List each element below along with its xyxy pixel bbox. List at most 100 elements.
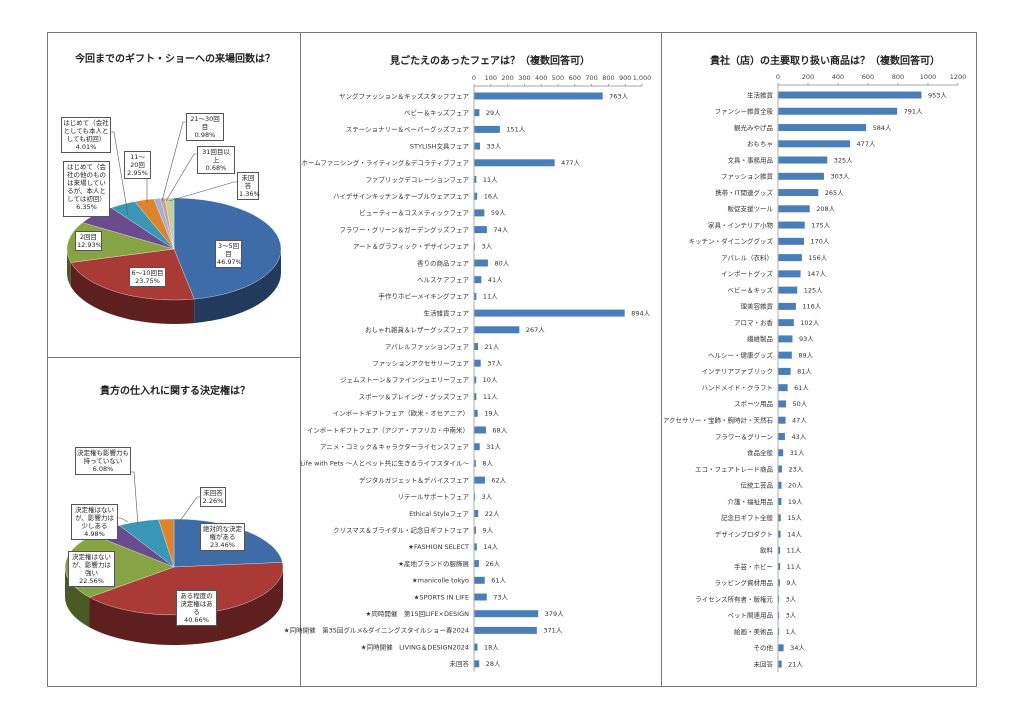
bar xyxy=(474,476,485,484)
bar xyxy=(778,400,786,408)
bar xyxy=(778,644,784,652)
data-label: 147人 xyxy=(807,270,826,278)
pie1-label-21-30: 21～30回目 0.98% xyxy=(186,113,224,141)
data-label: 102人 xyxy=(800,319,819,327)
bar xyxy=(778,498,782,505)
data-label: 170人 xyxy=(811,238,830,246)
data-label: 8人 xyxy=(482,460,493,468)
pie1-label-2: 2回目 12.93% xyxy=(75,231,102,251)
data-label: 80人 xyxy=(494,259,509,267)
category-label: その他 xyxy=(754,643,774,652)
category-label: ヘルスケアフェア xyxy=(417,276,470,284)
data-label: 477人 xyxy=(561,159,580,167)
x-tick-label: 1200 xyxy=(950,73,967,81)
pie1-title: 今回までのギフト・ショーへの来場回数は？ xyxy=(75,54,275,65)
bar1-title: 見ごたえのあったフェアは？（複数回答可） xyxy=(390,56,590,67)
bar xyxy=(778,237,804,245)
bar xyxy=(474,409,478,417)
pie2-title: 貴方の仕入れに関する決定権は？ xyxy=(100,386,250,397)
bar xyxy=(778,416,786,424)
data-label: 59人 xyxy=(491,209,506,217)
bar xyxy=(778,221,805,229)
category-label: 記念日ギフト全般 xyxy=(721,513,774,522)
data-label: 151人 xyxy=(506,126,525,134)
data-label: 28人 xyxy=(486,660,501,668)
data-label: 156人 xyxy=(808,254,827,262)
category-label: 未回答 xyxy=(450,659,470,668)
pie-slice xyxy=(164,197,175,250)
bar xyxy=(474,576,485,584)
data-label: 37人 xyxy=(487,360,502,368)
category-label: デザインプロダクト xyxy=(715,529,773,538)
data-label: 325人 xyxy=(834,156,853,164)
x-tick-label: 0 xyxy=(776,73,780,81)
x-tick-label: 1000 xyxy=(920,73,937,81)
data-label: 379人 xyxy=(545,610,564,618)
data-label: 89人 xyxy=(798,351,813,359)
category-label: 手芸・ホビー xyxy=(734,562,773,571)
bar xyxy=(778,335,793,343)
x-tick-label: 1,000 xyxy=(633,74,652,82)
category-label: アロマ・お香 xyxy=(734,318,774,327)
data-label: 10人 xyxy=(483,376,498,384)
data-label: 21人 xyxy=(788,660,803,668)
category-label: スポーツ＆プレイング・グッズフェア xyxy=(359,392,470,401)
category-label: 手作りホビーメイキングフェア xyxy=(378,292,469,301)
bar xyxy=(474,343,479,350)
bar xyxy=(474,159,555,167)
bar xyxy=(474,292,477,300)
category-label: フラワー＆グリーン xyxy=(715,432,773,441)
category-label: 生活雑貨フェア xyxy=(424,308,470,317)
x-tick-label: 200 xyxy=(802,73,814,81)
category-label: ファッションアクセサリーフェア xyxy=(372,360,469,368)
category-label: 家具・インテリア小物 xyxy=(708,220,774,229)
category-label: アパレル（衣料） xyxy=(721,253,773,262)
category-label: インポートギフトフェア（欧米・オセアニア） xyxy=(333,409,469,418)
category-label: アート＆グラフィック・デザインフェア xyxy=(353,242,470,251)
x-tick-label: 900 xyxy=(619,74,631,82)
category-label: フラワー・グリーン＆ガーデングッズフェア xyxy=(339,225,469,234)
pie1-label-3-5: 3～5回目 46.97% xyxy=(215,240,242,268)
data-label: 763人 xyxy=(609,92,628,100)
data-label: 61人 xyxy=(491,577,506,585)
category-label: ホームファニシング・ライティング＆デコラティブフェア xyxy=(301,158,469,167)
category-label: ★同時開催 第35回グルメ&ダイニングスタイルショー春2024 xyxy=(284,626,469,635)
category-label: 食品全般 xyxy=(747,448,774,457)
data-label: 19人 xyxy=(788,498,803,506)
category-label: アクセサリー・宝飾・腕時計・天然石 xyxy=(663,416,774,425)
x-tick-label: 500 xyxy=(552,74,564,82)
category-label: スポーツ用品 xyxy=(734,400,773,408)
bar xyxy=(778,628,780,636)
data-label: 953人 xyxy=(928,91,947,99)
data-label: 26人 xyxy=(485,560,500,568)
bar xyxy=(474,510,479,517)
bar xyxy=(474,493,476,501)
bar xyxy=(474,426,486,434)
data-label: 894人 xyxy=(631,309,650,317)
data-label: 14人 xyxy=(483,543,498,551)
bar xyxy=(474,610,539,618)
category-label: 未回答 xyxy=(754,659,774,668)
data-label: 33人 xyxy=(487,142,502,150)
data-label: 15人 xyxy=(787,514,802,522)
category-label: ラッピング資材用品 xyxy=(715,578,774,587)
bar xyxy=(778,351,792,359)
category-label: ヤングファッション＆キッズスタッフフェア xyxy=(339,91,470,100)
bar xyxy=(778,172,824,180)
bar xyxy=(474,192,478,200)
category-label: デジタルガジェット＆デバイスフェア xyxy=(359,475,469,484)
leader-line xyxy=(161,121,186,202)
data-label: 3人 xyxy=(482,493,493,501)
category-label: リテールサポートフェア xyxy=(398,493,470,501)
data-label: 31人 xyxy=(486,443,501,451)
divider xyxy=(300,32,301,686)
pie1-label-noanswer: 未回答 1.36% xyxy=(237,172,260,200)
bar xyxy=(474,176,477,183)
data-label: 31人 xyxy=(790,449,805,457)
data-label: 791人 xyxy=(904,108,923,116)
bar xyxy=(778,546,781,554)
category-label: ★同時開催 LIVING＆DESIGN2024 xyxy=(361,642,469,651)
bar xyxy=(474,276,482,284)
bar xyxy=(474,560,479,568)
x-tick-label: 400 xyxy=(535,74,547,82)
